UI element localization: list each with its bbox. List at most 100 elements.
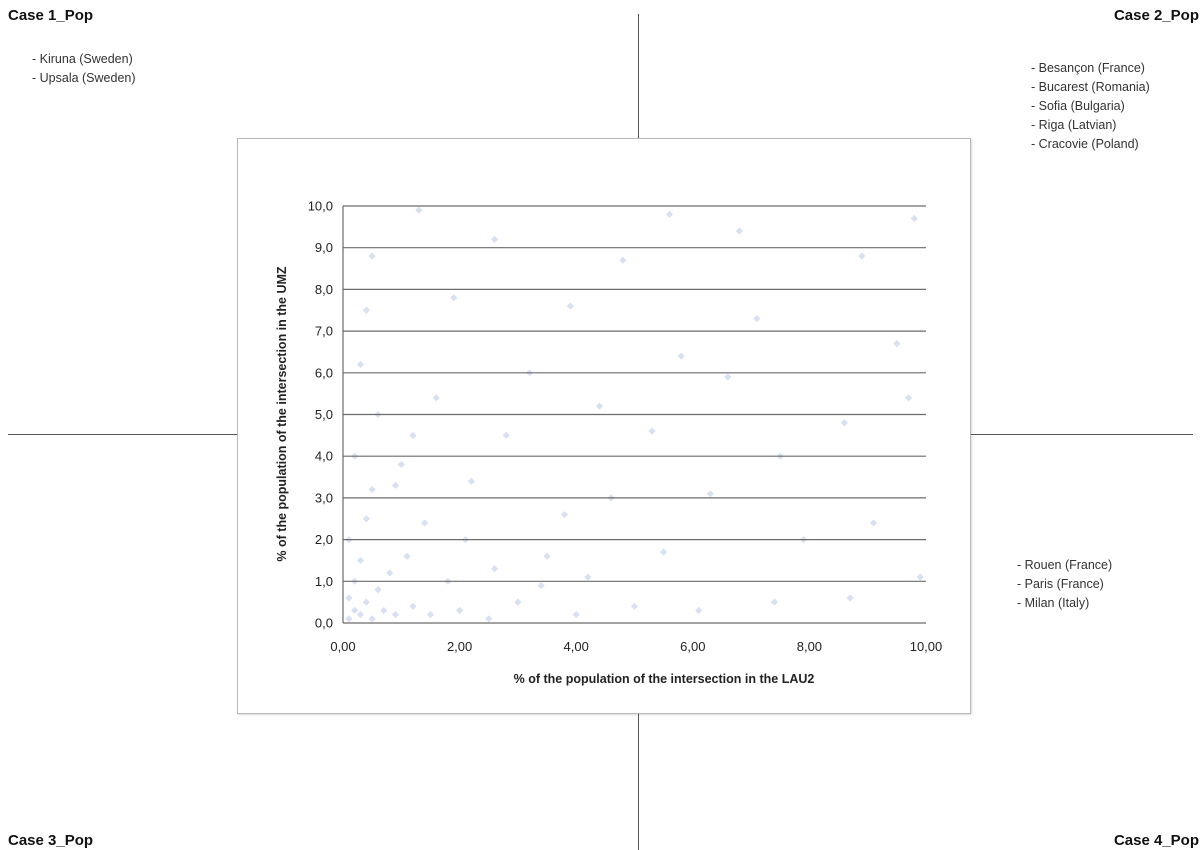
case-4-title: Case 4_Pop	[1113, 832, 1199, 849]
y-tick-label: 7,0	[315, 324, 333, 339]
data-point	[374, 586, 382, 594]
y-tick-label: 10,0	[308, 199, 333, 214]
list-item: - Besançon (France)	[1031, 61, 1145, 75]
data-point	[648, 427, 656, 435]
data-point	[362, 598, 370, 606]
data-point	[409, 602, 417, 610]
y-tick-label: 0,0	[315, 616, 333, 631]
data-point	[356, 556, 365, 565]
scatter-chart: 0,0 1,0 2,0 3,0 4,0 5,0 6,0 7,0 8,0 9,0 10,0 0,00 2…	[275, 199, 942, 687]
data-point	[368, 485, 376, 494]
data-point	[514, 598, 522, 606]
data-point	[415, 206, 423, 214]
data-point	[735, 227, 744, 235]
data-point	[560, 510, 569, 519]
data-point	[543, 552, 551, 560]
data-point	[380, 606, 388, 615]
data-point	[391, 611, 400, 619]
x-tick-label: 10,00	[910, 639, 943, 654]
list-item: - Kiruna (Sweden)	[32, 52, 133, 66]
y-tick-label: 2,0	[315, 532, 333, 547]
gridlines	[342, 205, 926, 624]
data-point	[595, 402, 604, 410]
data-point	[345, 615, 353, 623]
data-point	[916, 573, 924, 581]
data-point	[904, 394, 913, 402]
data-point	[840, 419, 848, 427]
data-point	[665, 210, 674, 218]
x-tick-label: 4,00	[564, 639, 589, 654]
list-item: - Bucarest (Romania)	[1031, 80, 1150, 94]
case-1-city-list: - Kiruna (Sweden) - Upsala (Sweden)	[32, 50, 136, 88]
data-point	[409, 431, 417, 439]
x-tick-labels: 0,00 2,00 4,00 6,00 8,00 10,00	[330, 639, 942, 654]
data-point	[677, 352, 685, 360]
data-point	[485, 615, 493, 623]
horizontal-divider-left	[8, 434, 237, 435]
data-point	[403, 552, 411, 560]
data-point	[869, 519, 878, 527]
y-axis-label: % of the population of the intersection …	[275, 266, 289, 561]
data-point	[356, 611, 365, 619]
data-point	[432, 394, 440, 402]
list-item: - Rouen (France)	[1017, 558, 1113, 572]
scatter-chart-panel: 0,0 1,0 2,0 3,0 4,0 5,0 6,0 7,0 8,0 9,0 10,0 0,00 2…	[237, 138, 971, 714]
y-tick-label: 6,0	[315, 365, 333, 380]
data-point	[724, 373, 732, 381]
data-point	[630, 602, 639, 610]
data-point	[490, 235, 499, 243]
data-point	[572, 611, 580, 619]
data-point	[345, 594, 353, 602]
list-item: - Cracovie (Poland)	[1031, 137, 1139, 151]
data-point	[753, 314, 761, 323]
data-point	[456, 606, 464, 615]
data-point	[584, 573, 592, 581]
data-point	[537, 581, 545, 590]
data-point	[893, 340, 901, 348]
y-tick-label: 4,0	[315, 449, 333, 464]
data-point	[450, 294, 458, 302]
data-point	[362, 515, 370, 523]
x-tick-label: 2,00	[447, 639, 472, 654]
x-tick-label: 0,00	[330, 639, 355, 654]
data-point	[846, 594, 854, 602]
x-tick-label: 6,00	[680, 639, 705, 654]
data-point	[356, 360, 365, 369]
horizontal-divider-right	[969, 434, 1193, 435]
vertical-divider-bottom	[638, 712, 639, 850]
case-2-title: Case 2_Pop	[1113, 7, 1199, 24]
x-tick-label: 8,00	[797, 639, 822, 654]
data-point	[858, 252, 866, 260]
case-1-title: Case 1_Pop	[8, 7, 94, 24]
data-point	[386, 569, 394, 577]
data-point	[660, 548, 668, 556]
data-point	[490, 565, 499, 573]
case-4-city-list: - Rouen (France) - Paris (France) - Mila…	[1017, 556, 1112, 613]
y-tick-label: 5,0	[315, 407, 333, 422]
list-item: - Sofia (Bulgaria)	[1031, 99, 1125, 113]
data-point	[706, 490, 714, 498]
data-point	[619, 256, 627, 264]
data-point	[695, 606, 703, 615]
data-point	[502, 431, 510, 439]
y-tick-labels: 0,0 1,0 2,0 3,0 4,0 5,0 6,0 7,0 8,0 9,0 10,0	[308, 199, 333, 631]
y-tick-label: 9,0	[315, 240, 333, 255]
data-point	[397, 460, 405, 469]
case-2-city-list: - Besançon (France) - Bucarest (Romania)…	[1031, 59, 1150, 154]
data-point	[421, 519, 429, 527]
data-point	[770, 598, 779, 606]
data-point	[566, 302, 574, 310]
data-point	[368, 252, 376, 260]
case-3-title: Case 3_Pop	[8, 832, 94, 849]
data-point	[910, 214, 918, 223]
data-point	[391, 481, 400, 489]
data-point	[351, 606, 359, 615]
data-point	[362, 306, 370, 314]
y-tick-label: 8,0	[315, 282, 333, 297]
y-tick-label: 1,0	[315, 574, 333, 589]
data-point	[368, 615, 376, 623]
list-item: - Riga (Latvian)	[1031, 118, 1117, 132]
vertical-divider-top	[638, 14, 639, 138]
list-item: - Milan (Italy)	[1017, 596, 1090, 610]
data-point	[467, 477, 475, 485]
